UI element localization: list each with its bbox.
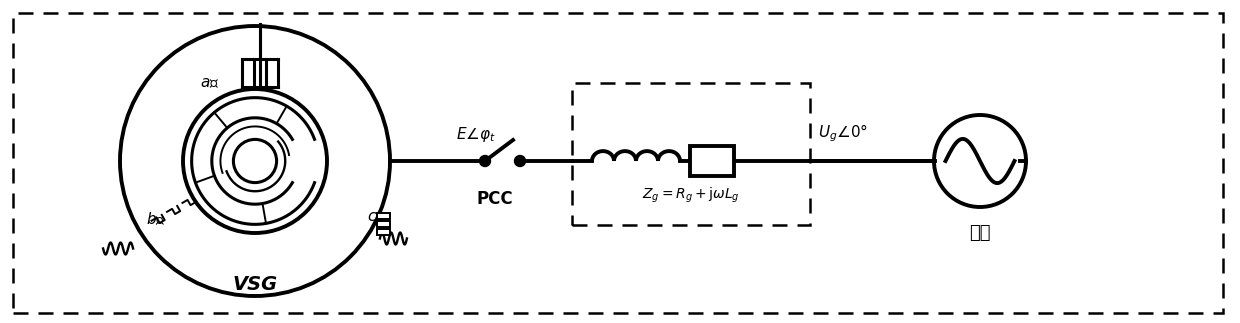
Text: $a$相: $a$相 bbox=[200, 76, 219, 90]
Text: $b$相: $b$相 bbox=[146, 210, 166, 227]
Text: PCC: PCC bbox=[476, 190, 513, 208]
Text: $U_g\angle 0°$: $U_g\angle 0°$ bbox=[818, 122, 868, 144]
Text: $E\angle\varphi_t$: $E\angle\varphi_t$ bbox=[456, 125, 496, 144]
Text: $Z_g=R_g+\mathrm{j}\omega L_g$: $Z_g=R_g+\mathrm{j}\omega L_g$ bbox=[642, 185, 740, 205]
Bar bbox=[377, 221, 389, 226]
Bar bbox=[689, 146, 734, 176]
Text: 电网: 电网 bbox=[970, 224, 991, 242]
Text: VSG: VSG bbox=[232, 276, 278, 295]
Circle shape bbox=[480, 155, 491, 166]
Text: $c$相: $c$相 bbox=[367, 209, 386, 224]
Circle shape bbox=[515, 155, 526, 166]
Bar bbox=[572, 83, 810, 225]
Bar bbox=[377, 213, 389, 218]
Bar bbox=[377, 228, 389, 234]
